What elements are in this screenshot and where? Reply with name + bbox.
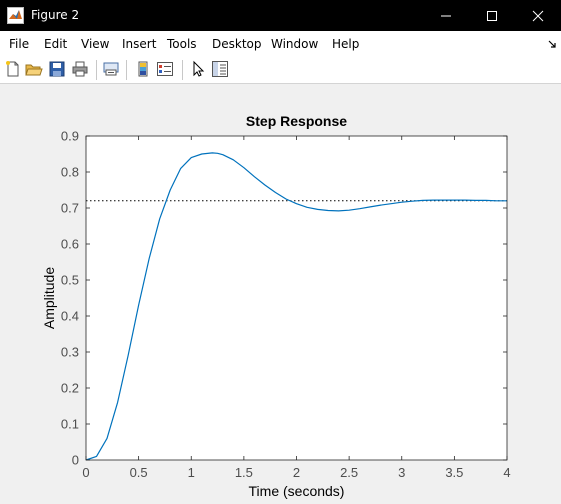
save-button[interactable] xyxy=(48,60,66,78)
property-inspector-icon xyxy=(212,61,228,77)
y-tick-label: 0.5 xyxy=(61,273,79,288)
x-tick-label: 2 xyxy=(293,465,300,480)
series-line-0 xyxy=(85,152,507,461)
toolbar-separator xyxy=(126,60,127,80)
y-axis-label: Amplitude xyxy=(41,267,57,329)
edit-plot-arrow-icon xyxy=(193,60,205,77)
print-icon xyxy=(72,61,88,77)
toolbar xyxy=(0,57,561,84)
menu-insert[interactable]: Insert xyxy=(122,37,157,51)
menu-desktop[interactable]: Desktop xyxy=(212,37,262,51)
x-tick-label: 0 xyxy=(82,465,89,480)
menu-file[interactable]: File xyxy=(9,37,30,51)
menu-edit[interactable]: Edit xyxy=(44,37,68,51)
matlab-icon xyxy=(7,7,24,24)
maximize-button[interactable] xyxy=(469,0,515,31)
dock-arrow-icon[interactable] xyxy=(547,37,559,49)
window-title: Figure 2 xyxy=(31,8,80,22)
insert-colorbar-icon xyxy=(138,61,148,77)
new-figure-icon xyxy=(6,61,19,77)
menu-view[interactable]: View xyxy=(81,37,110,51)
new-figure-button[interactable] xyxy=(4,60,22,78)
maximize-icon xyxy=(487,11,497,21)
print-button[interactable] xyxy=(71,60,89,78)
insert-colorbar-button[interactable] xyxy=(134,60,152,78)
open-file-button[interactable] xyxy=(25,60,43,78)
chart-title: Step Response xyxy=(246,113,347,129)
insert-legend-icon xyxy=(157,62,173,76)
y-tick-label: 0.8 xyxy=(61,165,79,180)
insert-legend-button[interactable] xyxy=(156,60,174,78)
y-tick-label: 0.2 xyxy=(61,381,79,396)
y-tick-label: 0.1 xyxy=(61,417,79,432)
x-tick-label: 0.5 xyxy=(130,465,148,480)
minimize-button[interactable] xyxy=(423,0,469,31)
toolbar-separator xyxy=(96,60,97,80)
x-tick-label: 3 xyxy=(398,465,405,480)
x-axis-label: Time (seconds) xyxy=(249,483,345,499)
y-tick-label: 0.9 xyxy=(61,129,79,144)
x-tick-label: 1.5 xyxy=(235,465,253,480)
y-tick-label: 0.7 xyxy=(61,201,79,216)
toolbar-separator xyxy=(182,60,183,80)
close-button[interactable] xyxy=(515,0,561,31)
figure-canvas: 0 0.5 1 1.5 2 2.5 3 3.5 4 0 0.1 0.2 0.3 0.4 0.5 0.6 0.7 0… xyxy=(0,84,561,504)
title-bar: Figure 2 xyxy=(0,0,561,31)
save-icon xyxy=(49,61,65,77)
y-tick-label: 0 xyxy=(72,453,79,468)
x-tick-label: 1 xyxy=(188,465,195,480)
y-tick-label: 0.3 xyxy=(61,345,79,360)
menu-tools[interactable]: Tools xyxy=(167,37,197,51)
x-tick-label: 2.5 xyxy=(340,465,358,480)
x-tick-label: 3.5 xyxy=(445,465,463,480)
close-icon xyxy=(532,10,544,22)
property-inspector-button[interactable] xyxy=(211,60,229,78)
minimize-icon xyxy=(441,15,451,17)
menu-help[interactable]: Help xyxy=(332,37,360,51)
open-file-icon xyxy=(25,64,43,76)
plot-area xyxy=(86,136,507,460)
menu-window[interactable]: Window xyxy=(271,37,319,51)
menu-bar: File Edit View Insert Tools Desktop Wind… xyxy=(0,31,561,57)
step-response-chart: 0 0.5 1 1.5 2 2.5 3 3.5 4 0 0.1 0.2 0.3 0.4 0.5 0.6 0.7 0… xyxy=(41,113,511,499)
edit-plot-button[interactable] xyxy=(189,60,207,78)
link-plot-icon xyxy=(103,62,119,76)
y-tick-label: 0.4 xyxy=(61,309,79,324)
link-plot-button[interactable] xyxy=(102,60,120,78)
y-tick-label: 0.6 xyxy=(61,237,79,252)
x-tick-label: 4 xyxy=(503,465,510,480)
